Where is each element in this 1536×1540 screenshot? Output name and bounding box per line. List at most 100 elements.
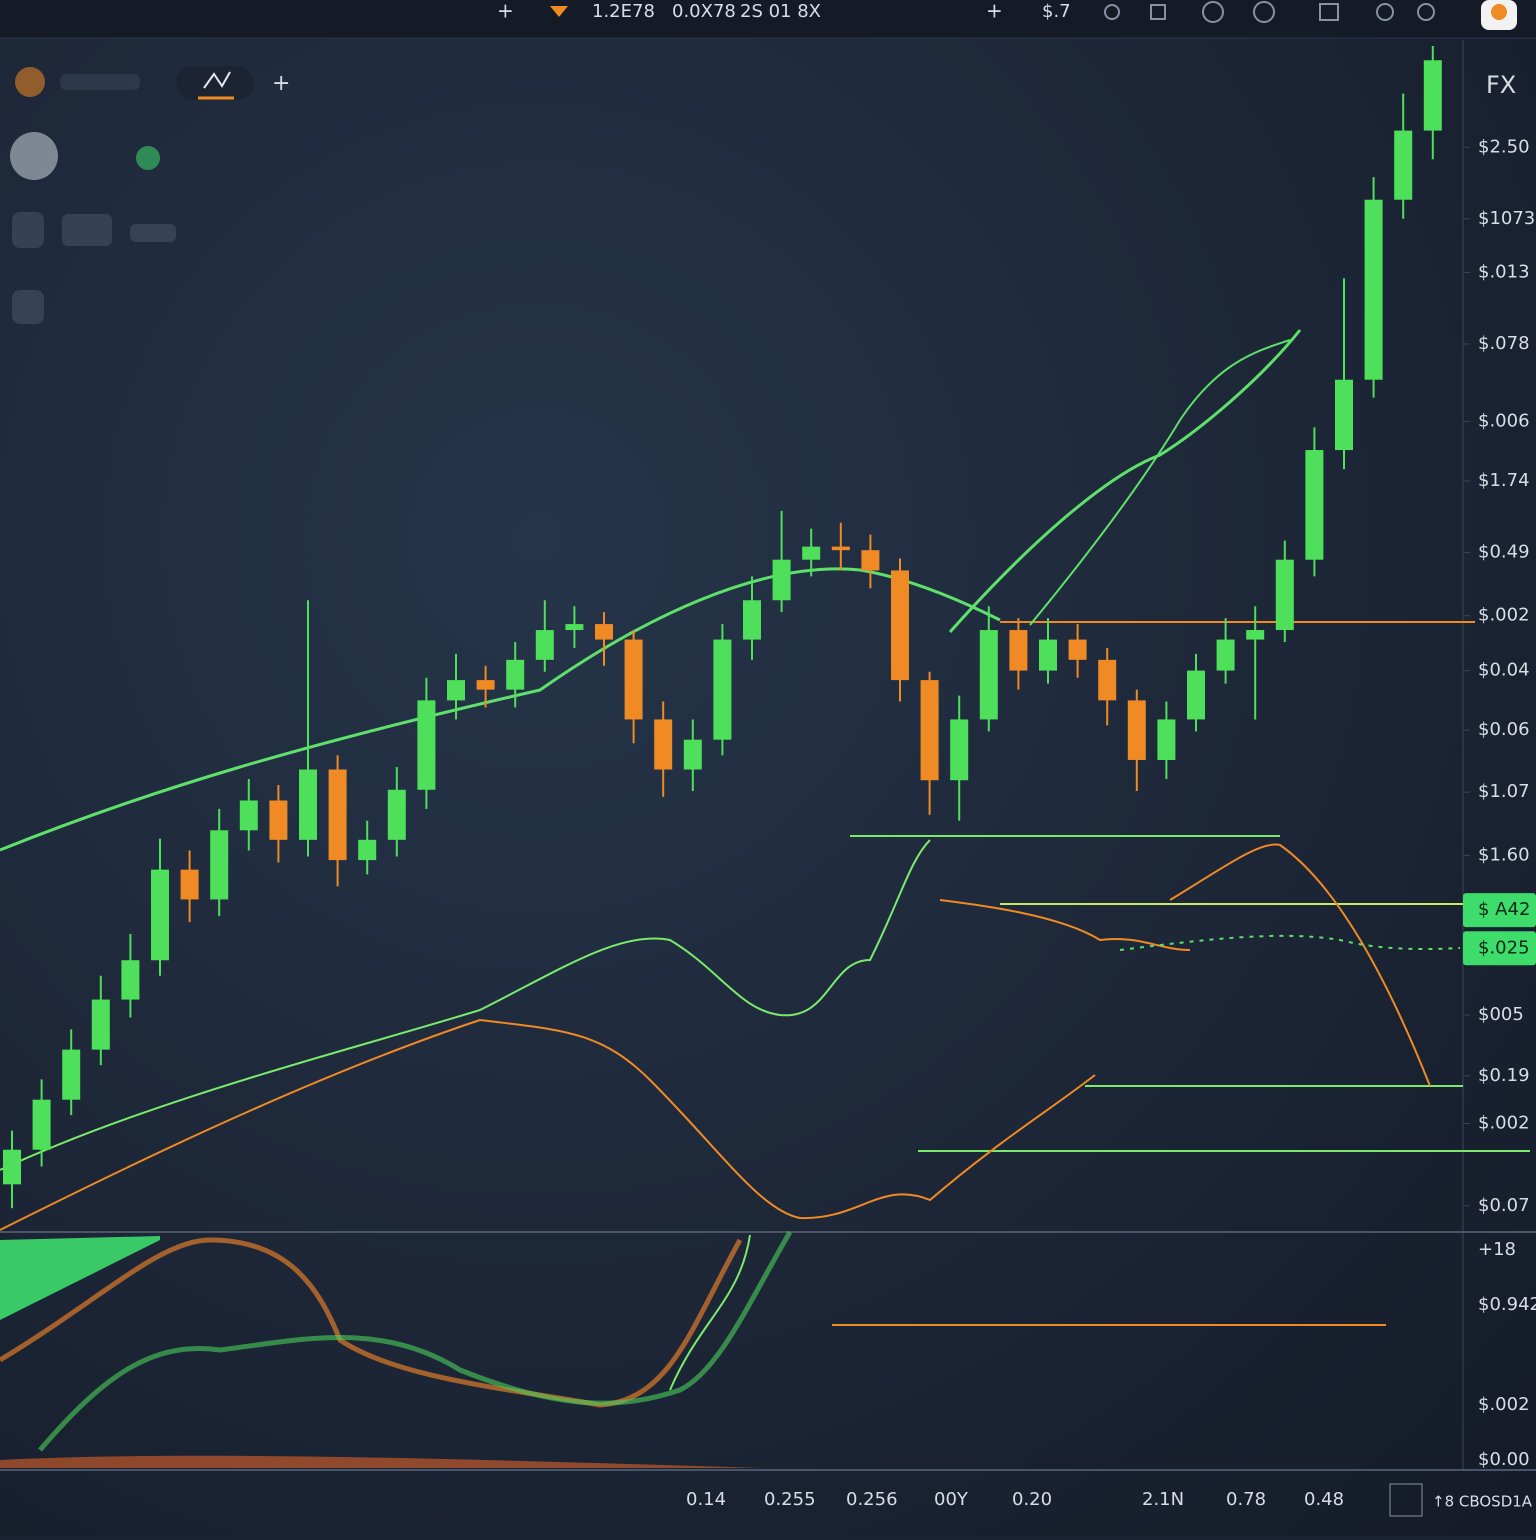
icon[interactable] <box>1319 3 1339 21</box>
icon[interactable] <box>1150 4 1166 20</box>
icon[interactable] <box>1104 4 1120 20</box>
y-tick-label: $005 <box>1478 1004 1524 1025</box>
price-badge <box>1463 931 1536 966</box>
y-tick-label: $1.60 <box>1478 844 1530 865</box>
y-tick-label: $.006 <box>1478 410 1530 431</box>
ticker: 2S 01 8X <box>740 1 821 22</box>
y-tick-label: $.002 <box>1478 1113 1530 1134</box>
icon[interactable] <box>1253 1 1275 23</box>
oscillator <box>669 1234 751 1391</box>
oscillator <box>38 1230 793 1452</box>
footer-button[interactable] <box>1389 1483 1423 1517</box>
y-tick-label: $0.19 <box>1478 1065 1530 1086</box>
lower-axis-label: $0.942 <box>1478 1294 1536 1315</box>
y-tick-label: $0.49 <box>1478 542 1530 563</box>
candle-body <box>950 719 969 781</box>
candle-body <box>654 719 673 770</box>
candle-body <box>683 739 702 770</box>
lower-axis-label: $0.00 <box>1478 1449 1530 1470</box>
y-tick-label: $.013 <box>1478 261 1530 282</box>
candle-body <box>802 546 821 560</box>
candle-body <box>1187 670 1205 720</box>
status-dot <box>136 146 160 170</box>
candle-body <box>91 999 110 1050</box>
oscillator <box>0 1018 1096 1231</box>
icon[interactable] <box>1202 1 1224 23</box>
x-axis-label: 0.14 <box>686 1489 726 1510</box>
placeholder <box>60 74 140 90</box>
candle-body <box>3 1149 21 1185</box>
moving-average <box>1029 339 1291 626</box>
ticker: 1.2E78 <box>592 1 655 22</box>
candle-body <box>624 639 643 720</box>
candle-body <box>1098 659 1117 701</box>
candle-body <box>565 624 584 631</box>
toggle[interactable] <box>10 132 58 180</box>
y-tick-label: $1073 <box>1478 208 1535 229</box>
candle-body <box>269 800 288 840</box>
x-axis-label: 0.20 <box>1012 1489 1052 1510</box>
icon[interactable] <box>1376 3 1394 21</box>
candle-body <box>1157 719 1176 760</box>
arrow-icon <box>550 6 568 17</box>
avatar[interactable] <box>15 67 45 97</box>
candle-body <box>772 559 791 601</box>
candle-body <box>1394 130 1413 200</box>
oscillator <box>0 1237 743 1408</box>
oscillator <box>0 839 931 1171</box>
placeholder <box>62 214 112 246</box>
candle-body <box>180 869 199 900</box>
candle-body <box>1009 630 1028 671</box>
icon[interactable] <box>1417 3 1435 21</box>
chart-type-button[interactable] <box>176 66 254 100</box>
candle-body <box>1039 639 1057 671</box>
price-badge <box>1463 893 1536 928</box>
candle-body <box>535 630 554 660</box>
x-axis-label: 0.78 <box>1226 1489 1266 1510</box>
ticker: 0.0X78 <box>672 1 736 22</box>
indicator-lines <box>0 329 1530 1468</box>
add-button[interactable]: + <box>497 0 514 23</box>
candle-body <box>328 769 347 861</box>
candle-body <box>32 1099 51 1150</box>
candle-body <box>299 769 317 840</box>
candle-body <box>239 800 258 831</box>
toolbar <box>0 0 1536 38</box>
candle-body <box>358 839 377 861</box>
y-tick-label: $ A42 <box>1478 899 1530 920</box>
candle-body <box>151 869 169 961</box>
lower-axis-label: $.002 <box>1478 1394 1530 1415</box>
x-axis-label: 0.48 <box>1304 1489 1344 1510</box>
candle-body <box>62 1049 81 1100</box>
y-tick-label: $0.06 <box>1478 719 1530 740</box>
lower-axis-label: +18 <box>1478 1239 1516 1260</box>
app-icon-dot <box>1491 4 1507 20</box>
volume-area <box>0 1455 760 1468</box>
candle-body <box>1305 450 1324 560</box>
candle-body <box>476 680 495 690</box>
candle-body <box>713 639 732 740</box>
icon[interactable] <box>12 290 44 324</box>
candle-body <box>979 630 998 720</box>
candle-body <box>595 624 613 640</box>
x-axis-label: 0.256 <box>846 1489 898 1510</box>
candle-body <box>417 700 436 790</box>
candle-body <box>447 680 465 701</box>
candle-body <box>831 546 850 551</box>
icon[interactable] <box>12 212 44 248</box>
candle-body <box>1068 639 1087 660</box>
candle-body <box>121 960 140 1000</box>
candle-body <box>920 680 939 781</box>
y-tick-label: $2.50 <box>1478 136 1530 157</box>
x-axis-label: 2.1N <box>1142 1489 1184 1510</box>
y-tick-label: $.025 <box>1478 937 1530 958</box>
side-panel <box>10 67 176 324</box>
candle-body <box>506 659 525 690</box>
add-indicator[interactable]: + <box>272 71 290 96</box>
add-button[interactable]: + <box>986 0 1003 23</box>
ticker: $.7 <box>1042 1 1071 22</box>
y-tick-label: $.078 <box>1478 333 1530 354</box>
